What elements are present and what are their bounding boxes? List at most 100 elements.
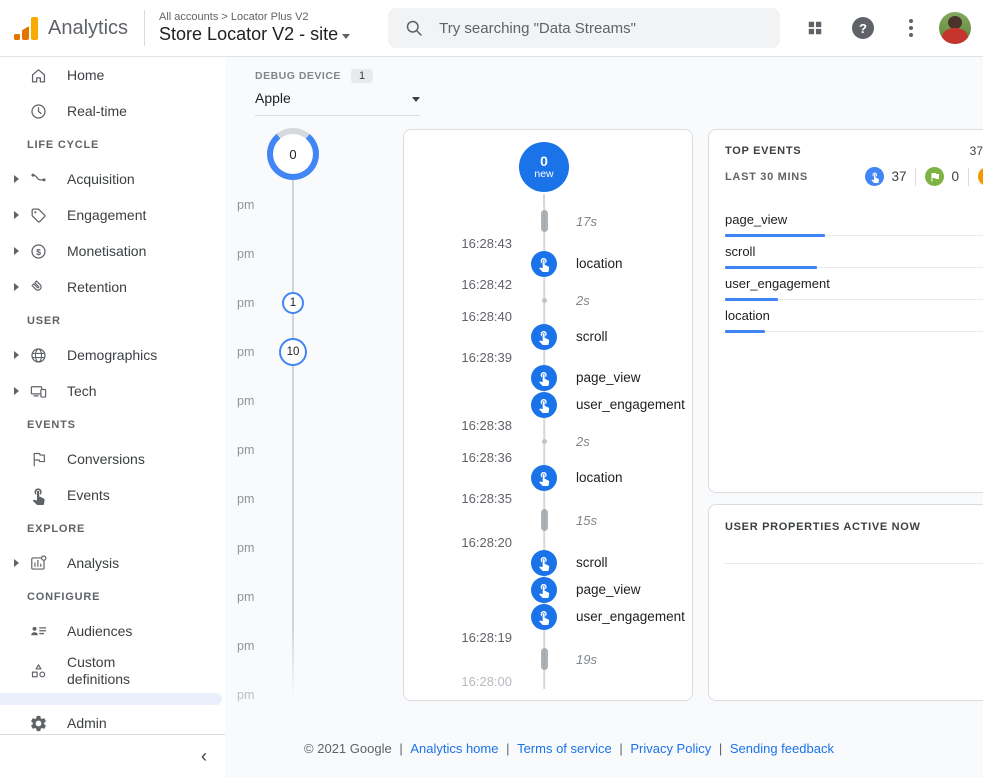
- logo-dot: [14, 34, 20, 40]
- event-circle[interactable]: [531, 391, 557, 418]
- chevron-down-icon: [342, 33, 351, 39]
- minute-count-badge[interactable]: 10: [279, 337, 307, 366]
- sidebar-item-engagement[interactable]: Engagement: [0, 197, 225, 233]
- touch-icon: [536, 370, 552, 386]
- footer-link-sending-feedback[interactable]: Sending feedback: [729, 741, 834, 756]
- apps-grid-button[interactable]: [795, 8, 835, 48]
- footer-link-terms-of-service[interactable]: Terms of service: [517, 741, 612, 756]
- top-event-bar: [725, 266, 817, 269]
- analytics-logo-icon[interactable]: [14, 16, 38, 40]
- user-properties-title: USER PROPERTIES ACTIVE NOW: [725, 521, 921, 533]
- sidebar-item-home[interactable]: Home: [0, 57, 225, 93]
- stream-event-row[interactable]: page_view: [404, 364, 692, 391]
- analysis-icon: [29, 554, 48, 573]
- event-circle[interactable]: [531, 250, 557, 277]
- sidebar-item-admin[interactable]: Admin: [0, 705, 225, 741]
- footer-link-privacy-policy[interactable]: Privacy Policy: [630, 741, 712, 756]
- timeline-tick-label: pm: [237, 197, 255, 212]
- timeline-tick-label: pm: [237, 344, 255, 359]
- help-button[interactable]: ?: [843, 8, 883, 48]
- counter-divider: [915, 167, 917, 186]
- collapse-sidebar-button[interactable]: ‹: [201, 746, 207, 766]
- event-stream-card: 0 new 17s 16:28:43 location 16:28:42 2s 16:28…: [403, 129, 693, 701]
- event-circle[interactable]: [531, 576, 557, 603]
- more-vert-icon: [909, 19, 913, 37]
- stream-gap-row: 19s: [404, 644, 692, 674]
- more-options-button[interactable]: [891, 8, 931, 48]
- sidebar-item-events[interactable]: Events: [0, 477, 225, 513]
- event-circle[interactable]: [531, 603, 557, 630]
- touch-icon: [29, 486, 48, 505]
- stream-event-row[interactable]: user_engagement: [404, 391, 692, 418]
- demographics-icon: [29, 346, 48, 365]
- sidebar-item-label: Audiences: [67, 622, 133, 639]
- admin-icon: [29, 714, 48, 733]
- timeline-tick: pm: [225, 670, 355, 719]
- sidebar-item-monetisation[interactable]: Monetisation: [0, 233, 225, 269]
- top-event-row[interactable]: user_engagement: [725, 268, 983, 301]
- top-event-row[interactable]: page_view: [725, 204, 983, 237]
- event-circle[interactable]: [531, 323, 557, 350]
- caret-right-icon[interactable]: [10, 211, 23, 219]
- event-circle[interactable]: [531, 549, 557, 576]
- stream-timestamp: 16:28:38: [461, 418, 512, 433]
- footer-link-analytics-home[interactable]: Analytics home: [410, 741, 499, 756]
- device-select[interactable]: Apple: [255, 90, 420, 116]
- sidebar-item-label: Conversions: [67, 450, 145, 467]
- engagement-icon: [29, 206, 48, 225]
- sidebar-item-demographics[interactable]: Demographics: [0, 337, 225, 373]
- minutes-timeline: 0 pm pm pm 1 pm 10 pm pm pm pm pm pm pm: [225, 57, 355, 717]
- copyright: © 2021 Google: [304, 741, 392, 756]
- sidebar-item-real-time[interactable]: Real-time: [0, 93, 225, 129]
- stream-event-row[interactable]: scroll: [404, 549, 692, 576]
- top-event-row[interactable]: scroll: [725, 236, 983, 269]
- stream-event-row[interactable]: page_view: [404, 576, 692, 603]
- clock-icon: [29, 102, 48, 121]
- sidebar-item-tech[interactable]: Tech: [0, 373, 225, 409]
- event-circle[interactable]: [531, 464, 557, 491]
- caret-right-icon[interactable]: [10, 559, 23, 567]
- stream-event-row[interactable]: location: [404, 464, 692, 491]
- caret-right-icon[interactable]: [10, 351, 23, 359]
- sidebar-item-custom-definitions[interactable]: Custom definitions: [0, 649, 225, 693]
- current-minute-ring[interactable]: 0: [267, 128, 319, 180]
- sidebar-item-analysis[interactable]: Analysis: [0, 545, 225, 581]
- caret-right-icon[interactable]: [10, 175, 23, 183]
- minute-count-badge[interactable]: 1: [282, 291, 304, 314]
- sidebar-item-acquisition[interactable]: Acquisition: [0, 161, 225, 197]
- timeline-tick-label: pm: [237, 295, 255, 310]
- user-properties-divider: [725, 563, 983, 564]
- sidebar-item-retention[interactable]: Retention: [0, 269, 225, 305]
- touch-icon: [869, 171, 881, 183]
- flag-icon: [925, 167, 945, 186]
- flag-icon: [929, 171, 941, 183]
- current-minute-count: 0: [273, 134, 313, 174]
- counter-conversion-count: 0: [925, 167, 959, 186]
- top-app-bar: Analytics All accounts > Locator Plus V2…: [0, 0, 983, 57]
- search-bar[interactable]: [388, 8, 781, 48]
- main-content: DEBUG DEVICE 1 Apple 0 pm pm pm 1 pm 10 pm pm pm…: [225, 57, 983, 777]
- sidebar-item-label: Monetisation: [67, 242, 147, 259]
- sidebar-item-label: Real-time: [67, 102, 127, 119]
- new-events-circle[interactable]: 0 new: [519, 142, 569, 192]
- touch-icon: [536, 609, 552, 625]
- product-name: Analytics: [48, 16, 129, 39]
- caret-right-icon[interactable]: [10, 247, 23, 255]
- stream-event-row[interactable]: location: [404, 250, 692, 277]
- stream-event-row[interactable]: scroll: [404, 323, 692, 350]
- sidebar-item-audiences[interactable]: Audiences: [0, 613, 225, 649]
- header-divider: [144, 10, 146, 46]
- debug-device-label: DEBUG DEVICE: [255, 70, 341, 82]
- acquisition-icon: [29, 170, 48, 189]
- search-input[interactable]: [437, 18, 765, 38]
- account-switcher[interactable]: All accounts > Locator Plus V2 Store Loc…: [159, 11, 351, 45]
- top-event-row[interactable]: location: [725, 300, 983, 333]
- stream-timestamp: 16:28:00: [461, 674, 512, 689]
- touch-icon: [536, 555, 552, 571]
- avatar[interactable]: [939, 12, 971, 44]
- sidebar-item-conversions[interactable]: Conversions: [0, 441, 225, 477]
- stream-event-row[interactable]: user_engagement: [404, 603, 692, 630]
- caret-right-icon[interactable]: [10, 283, 23, 291]
- caret-right-icon[interactable]: [10, 387, 23, 395]
- event-circle[interactable]: [531, 364, 557, 391]
